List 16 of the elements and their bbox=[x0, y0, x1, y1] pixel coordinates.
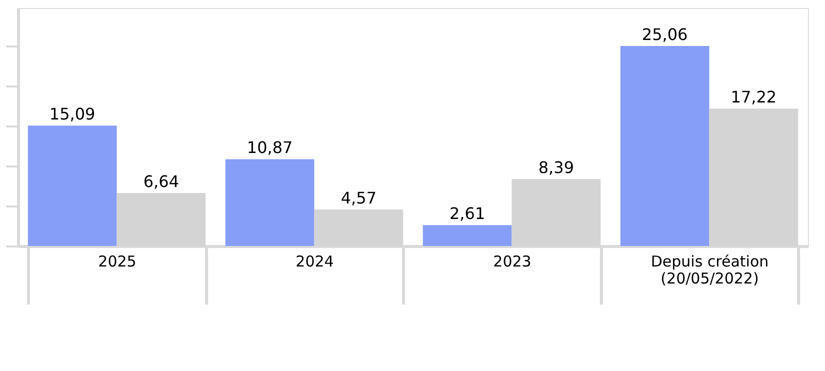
x-tick-label: Depuis création (20/05/2022) bbox=[650, 252, 769, 288]
data-label: 17,22 bbox=[730, 88, 777, 107]
data-label: 15,09 bbox=[49, 104, 96, 124]
data-label: 6,64 bbox=[143, 172, 179, 192]
data-label: 25,06 bbox=[642, 25, 688, 44]
x-tick-label: 2024 bbox=[296, 252, 334, 270]
bar bbox=[620, 46, 710, 246]
x-tick-label: 2025 bbox=[98, 252, 136, 270]
bar bbox=[225, 159, 314, 246]
bar bbox=[28, 126, 117, 246]
data-label: 2,61 bbox=[450, 204, 486, 224]
data-label: 8,39 bbox=[538, 158, 574, 178]
data-label: 10,87 bbox=[246, 138, 293, 158]
bar bbox=[422, 225, 512, 246]
x-tick-label: 2023 bbox=[493, 252, 532, 270]
data-label: 4,57 bbox=[340, 188, 376, 208]
